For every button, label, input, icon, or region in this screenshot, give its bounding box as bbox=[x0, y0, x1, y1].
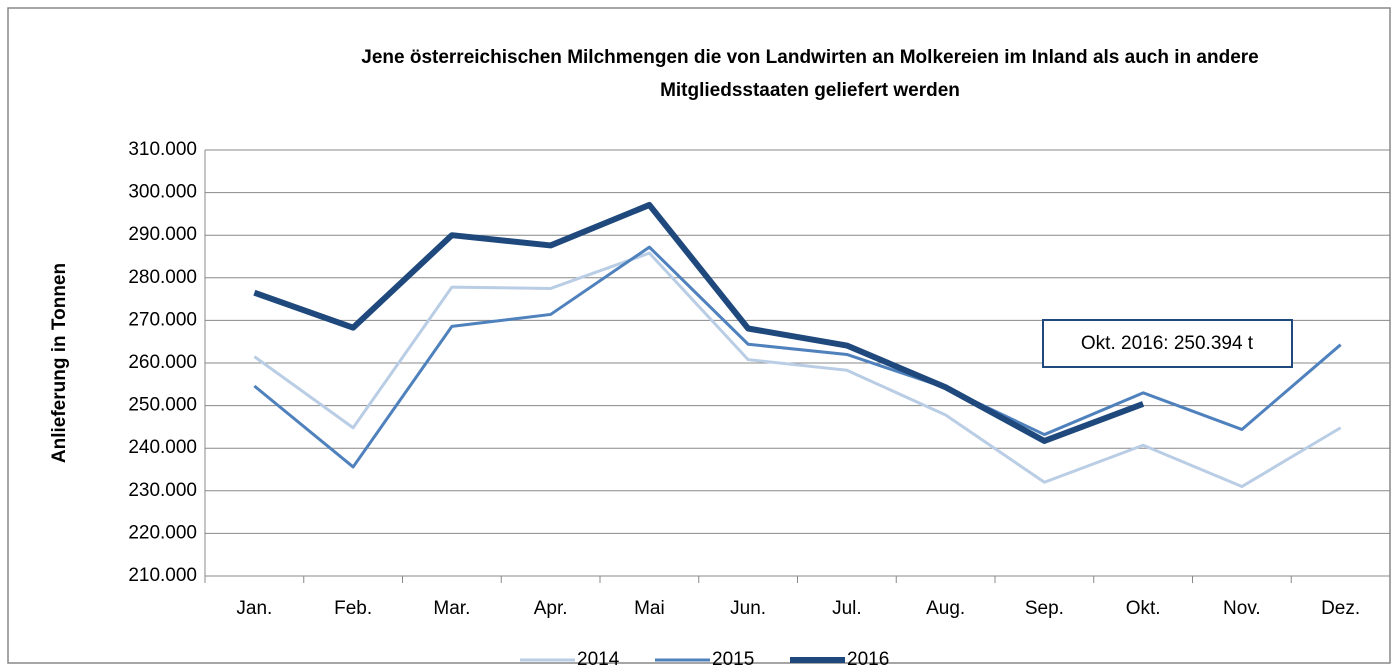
y-tick-label: 290.000 bbox=[128, 224, 197, 245]
x-tick-label: Jan. bbox=[236, 598, 272, 619]
y-axis-label: Anlieferung in Tonnen bbox=[49, 263, 70, 463]
y-tick-label: 230.000 bbox=[128, 480, 197, 501]
y-tick-label: 240.000 bbox=[128, 437, 197, 458]
x-tick-label: Nov. bbox=[1223, 598, 1261, 619]
x-tick-label: Dez. bbox=[1321, 598, 1360, 619]
x-tick-label: Jul. bbox=[832, 598, 862, 619]
annotation: Okt. 2016: 250.394 t bbox=[1081, 333, 1254, 354]
y-tick-label: 270.000 bbox=[128, 309, 197, 330]
legend-label: 2014 bbox=[577, 649, 620, 670]
x-tick-label: Feb. bbox=[334, 598, 372, 619]
line-series bbox=[253, 201, 1145, 444]
x-tick-label: Sep. bbox=[1025, 598, 1064, 619]
legend-label: 2015 bbox=[712, 649, 754, 670]
y-tick-label: 220.000 bbox=[128, 522, 197, 543]
x-tick-label: Mai bbox=[634, 598, 665, 619]
y-tick-label: 300.000 bbox=[128, 182, 197, 203]
annotation-box bbox=[1042, 319, 1293, 368]
x-tick-label: Mar. bbox=[433, 598, 470, 619]
x-tick-label: Jun. bbox=[730, 598, 766, 619]
y-tick-label: 280.000 bbox=[128, 267, 197, 288]
line-series bbox=[253, 251, 1342, 489]
chart-title: Jene österreichischen Milchmengen die vo… bbox=[361, 47, 1258, 68]
y-tick-label: 250.000 bbox=[128, 395, 197, 416]
y-tick-label: 260.000 bbox=[128, 352, 197, 373]
x-tick-label: Apr. bbox=[534, 598, 568, 619]
chart-title: Mitgliedsstaaten geliefert werden bbox=[660, 80, 960, 101]
line-series bbox=[253, 245, 1342, 469]
x-tick-label: Okt. bbox=[1126, 598, 1161, 619]
y-tick-label: 210.000 bbox=[128, 565, 197, 586]
y-tick-label: 310.000 bbox=[128, 139, 197, 160]
legend-label: 2016 bbox=[847, 649, 889, 670]
x-tick-label: Aug. bbox=[926, 598, 965, 619]
